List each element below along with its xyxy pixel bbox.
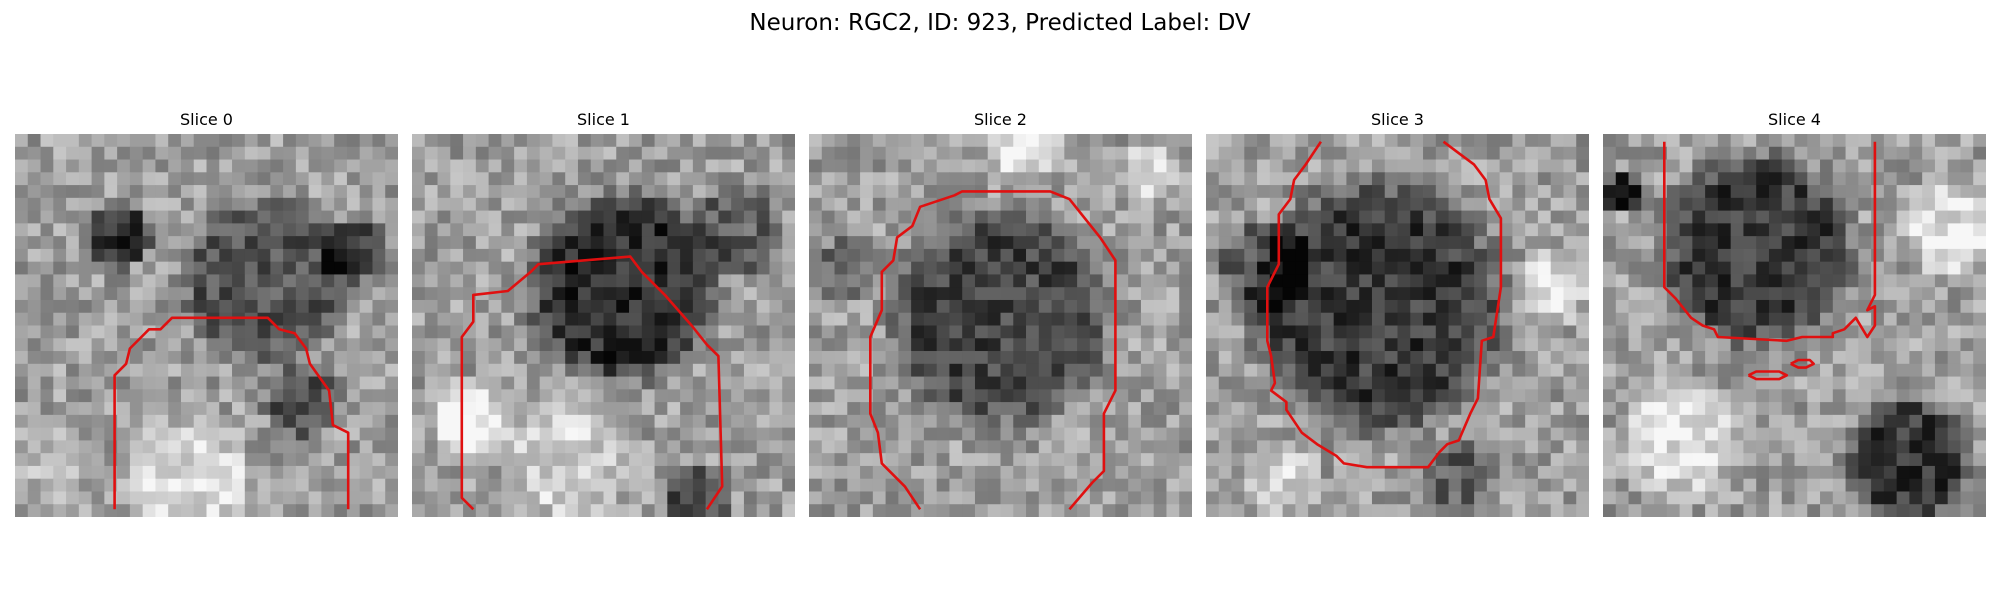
panel-slice-0: Slice 0 <box>15 108 398 517</box>
figure-title: Neuron: RGC2, ID: 923, Predicted Label: … <box>749 10 1251 36</box>
slice-image <box>1206 134 1589 517</box>
segmentation-contour <box>460 255 724 511</box>
segmentation-contour <box>1265 140 1503 469</box>
panel-slice-1: Slice 1 <box>412 108 795 517</box>
panel-slice-2: Slice 2 <box>809 108 1192 517</box>
pixel-grid <box>15 134 398 517</box>
slice-image <box>15 134 398 517</box>
panel-title: Slice 1 <box>577 110 630 129</box>
slice-image <box>809 134 1192 517</box>
panel-title: Slice 4 <box>1768 110 1821 129</box>
segmentation-contour <box>868 190 1117 511</box>
segmentation-contour <box>113 316 350 510</box>
pixel-grid <box>1603 134 1986 517</box>
panel-title: Slice 3 <box>1371 110 1424 129</box>
panel-slice-4: Slice 4 <box>1603 108 1986 517</box>
panel-slice-3: Slice 3 <box>1206 108 1589 517</box>
slice-image <box>412 134 795 517</box>
slice-image <box>1603 134 1986 517</box>
panel-title: Slice 0 <box>180 110 233 129</box>
panel-title: Slice 2 <box>974 110 1027 129</box>
pixel-grid <box>412 134 795 517</box>
segmentation-contour <box>1747 370 1789 381</box>
segmentation-contour <box>1790 358 1815 369</box>
segmentation-contour <box>1662 141 1877 343</box>
pixel-grid <box>1206 134 1589 517</box>
